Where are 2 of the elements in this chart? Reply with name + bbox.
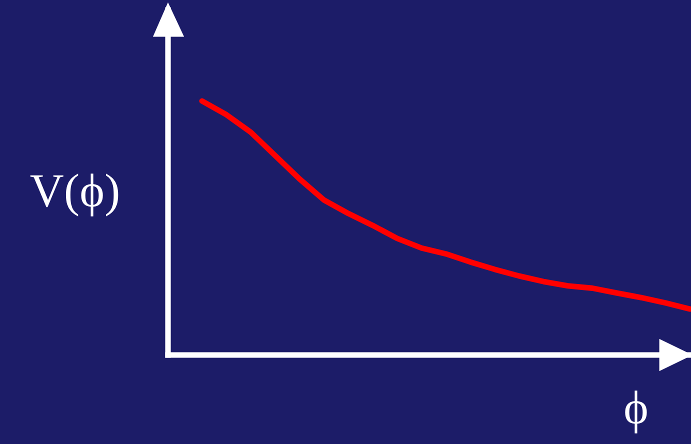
x-axis-title: ϕ [625, 390, 647, 434]
y-axis-title: V(ϕ) [30, 174, 118, 216]
